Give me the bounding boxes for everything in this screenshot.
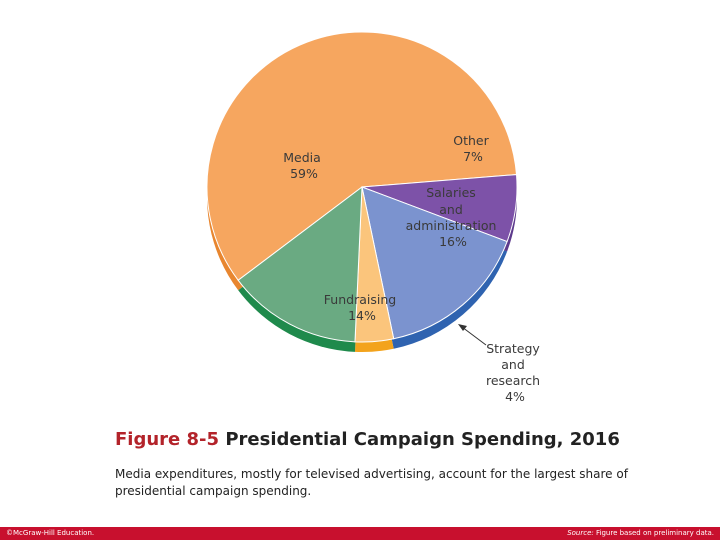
label-salaries: Salaries and administration 16%: [406, 185, 501, 249]
figure-caption: Figure 8-5 Presidential Campaign Spendin…: [115, 428, 675, 500]
strategy-leader-line: [461, 326, 487, 346]
label-salaries-line3: administration: [406, 218, 497, 233]
slice-fundraising: [237, 185, 363, 343]
source-label: Source:: [567, 529, 594, 537]
figure-description: Media expenditures, mostly for televised…: [115, 467, 628, 498]
copyright-text: ©McGraw-Hill Education.: [6, 529, 95, 537]
source-note: Source: Figure based on preliminary data…: [567, 527, 714, 540]
source-text: Figure based on preliminary data.: [596, 529, 714, 537]
label-other: Other 7%: [453, 133, 492, 164]
label-strategy: Strategy and research 4%: [486, 341, 544, 404]
label-strategy-line1: Strategy: [486, 341, 540, 356]
label-strategy-line2: and: [501, 357, 525, 372]
pie-chart: Media 59% Other 7% Salaries and administ…: [206, 31, 544, 404]
pie-labels: Media 59% Other 7% Salaries and administ…: [283, 133, 544, 404]
figure-title-text: Presidential Campaign Spending, 2016: [225, 429, 620, 450]
label-salaries-line1: Salaries: [426, 185, 476, 200]
footer-bar: ©McGraw-Hill Education. Source: Figure b…: [0, 527, 720, 540]
label-salaries-line2: and: [439, 202, 463, 217]
strategy-leader-arrowhead: [458, 324, 467, 331]
figure-title: Figure 8-5 Presidential Campaign Spendin…: [115, 428, 675, 452]
label-strategy-line3: research: [486, 373, 540, 388]
figure-number: Figure 8-5: [115, 429, 220, 450]
pie-slices: [206, 31, 518, 343]
label-fundraising: Fundraising 14%: [324, 292, 400, 323]
slice-media: [206, 31, 518, 281]
label-media: Media 59%: [283, 150, 325, 181]
slice-salaries: [361, 186, 508, 340]
